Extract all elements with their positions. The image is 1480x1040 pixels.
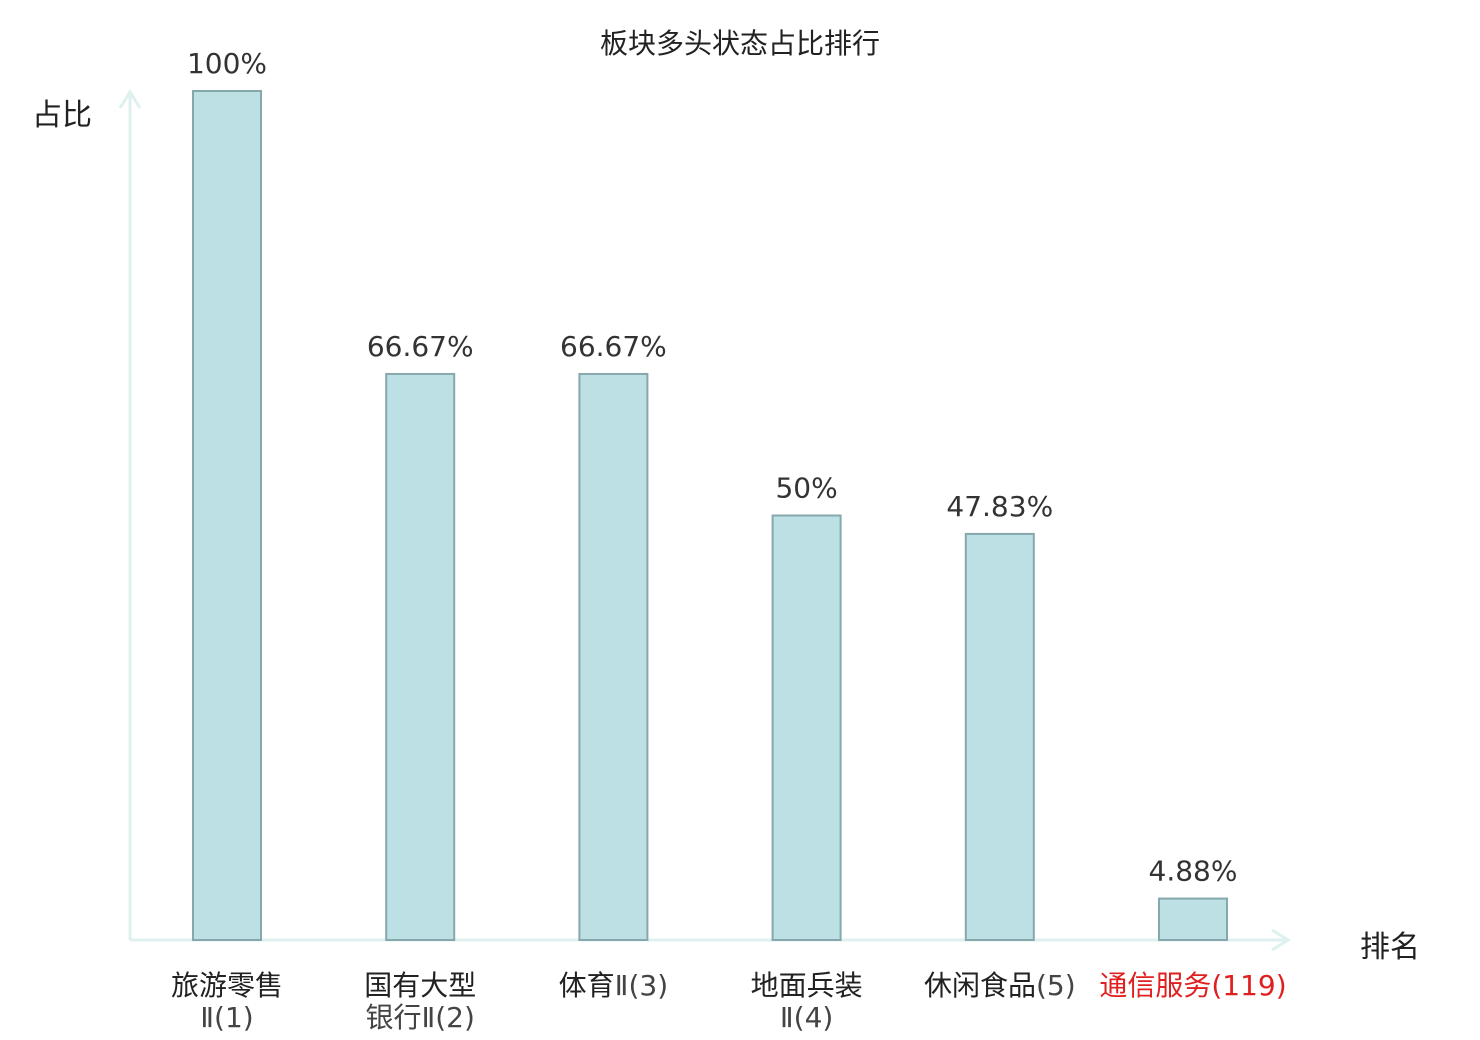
data-label: 4.88% — [1149, 855, 1238, 888]
x-tick-label: 旅游零售 — [171, 969, 283, 1002]
x-tick-label: 国有大型 — [364, 969, 476, 1002]
y-axis-arrow — [118, 89, 142, 109]
bar — [964, 532, 1035, 941]
x-tick-rank: Ⅱ(1) — [200, 1001, 253, 1034]
data-label: 50% — [775, 472, 837, 505]
data-label: 66.67% — [560, 330, 667, 363]
x-tick-rank: Ⅱ(4) — [780, 1001, 833, 1034]
x-tick-label: 地面兵装 — [751, 969, 863, 1002]
x-tick-rank: 银行Ⅱ(2) — [365, 1001, 474, 1034]
data-label: 100% — [187, 47, 267, 80]
bar — [1158, 897, 1228, 941]
x-tick-label: 体育Ⅱ(3) — [559, 969, 668, 1002]
bar — [192, 90, 262, 941]
x-tick-label: 休闲食品(5) — [924, 969, 1076, 1002]
data-label: 47.83% — [946, 490, 1053, 523]
x-tick-label: 通信服务(119) — [1099, 969, 1286, 1002]
chart-title: 板块多头状态占比排行 — [599, 27, 880, 60]
bar — [385, 372, 456, 942]
y-axis-label: 占比 — [32, 98, 92, 133]
x-axis-label: 排名 — [1360, 930, 1420, 965]
data-label: 66.67% — [367, 330, 474, 363]
x-axis-arrow — [1271, 928, 1291, 952]
bar — [771, 514, 842, 941]
bar — [578, 372, 649, 942]
